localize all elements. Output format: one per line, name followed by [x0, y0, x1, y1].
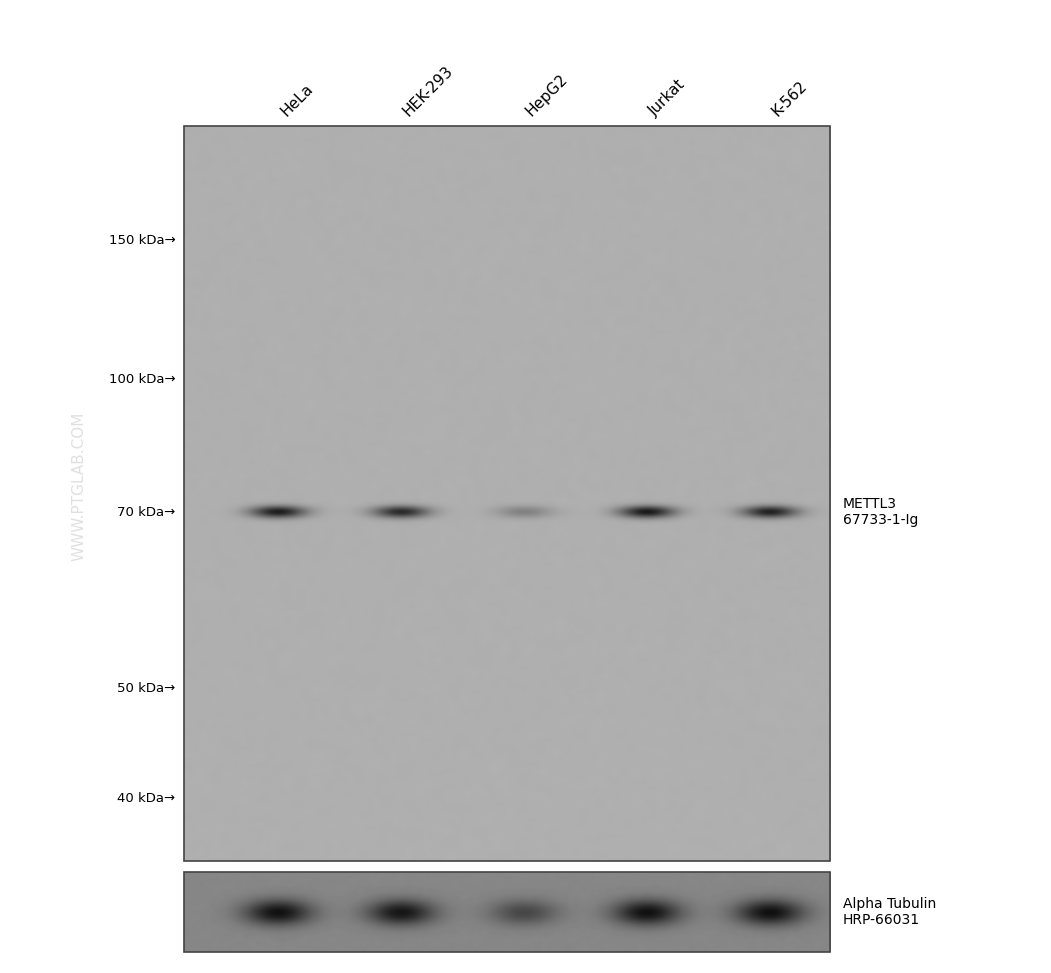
Text: HeLa: HeLa: [277, 81, 315, 119]
Text: K-562: K-562: [769, 78, 810, 119]
Text: 40 kDa→: 40 kDa→: [118, 792, 176, 806]
Text: 70 kDa→: 70 kDa→: [118, 506, 176, 519]
Text: 100 kDa→: 100 kDa→: [109, 374, 176, 386]
Text: Jurkat: Jurkat: [646, 77, 688, 119]
Text: HepG2: HepG2: [523, 71, 571, 119]
Text: 50 kDa→: 50 kDa→: [118, 682, 176, 695]
Text: WWW.PTGLAB.COM: WWW.PTGLAB.COM: [71, 412, 86, 561]
Text: METTL3
67733-1-Ig: METTL3 67733-1-Ig: [843, 497, 919, 527]
Text: HEK-293: HEK-293: [400, 62, 456, 119]
Text: 150 kDa→: 150 kDa→: [108, 234, 176, 247]
Text: Alpha Tubulin
HRP-66031: Alpha Tubulin HRP-66031: [843, 896, 936, 927]
